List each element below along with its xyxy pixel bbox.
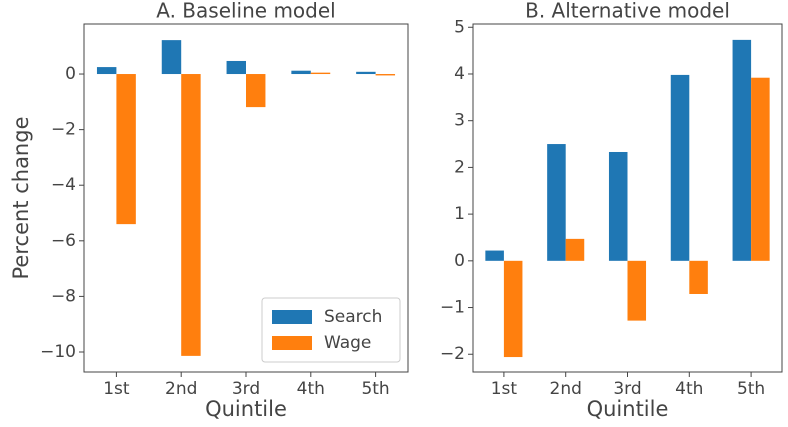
chart-title: B. Alternative model — [525, 0, 730, 23]
x-tick-label: 4th — [297, 379, 325, 399]
y-tick-label: 0 — [454, 251, 465, 271]
y-tick-label: −4 — [51, 175, 76, 195]
chart-title: A. Baseline model — [156, 0, 335, 23]
bar — [485, 250, 504, 261]
y-tick-label: 2 — [454, 157, 465, 177]
y-tick-label: −8 — [51, 286, 76, 306]
bar — [116, 74, 136, 225]
x-tick-label: 1st — [491, 379, 518, 399]
bar — [565, 238, 585, 261]
legend-label: Search — [324, 307, 382, 327]
x-axis-label: Quintile — [587, 397, 669, 421]
y-axis-label: Percent change — [9, 117, 33, 280]
legend-label: Wage — [324, 333, 371, 353]
x-tick-label: 3rd — [613, 379, 641, 399]
x-tick-label: 5th — [737, 379, 765, 399]
y-tick-label: −1 — [440, 298, 465, 318]
x-tick-label: 2nd — [550, 379, 582, 399]
bar — [310, 72, 331, 75]
bar — [226, 60, 246, 75]
legend-swatch — [272, 336, 312, 350]
legend-swatch — [272, 310, 312, 324]
bar — [356, 71, 376, 75]
bar — [670, 74, 690, 261]
bar — [96, 67, 117, 75]
bar — [503, 260, 523, 358]
y-tick-label: 0 — [65, 64, 76, 84]
x-tick-label: 4th — [675, 379, 703, 399]
bar — [732, 39, 752, 261]
bar — [375, 74, 396, 76]
x-axis-label: Quintile — [205, 397, 287, 421]
y-tick-label: −2 — [440, 344, 465, 364]
bar — [751, 77, 770, 261]
bar — [291, 70, 311, 75]
axes-frame — [472, 23, 783, 373]
y-tick-label: −6 — [51, 231, 76, 251]
y-tick-label: 5 — [454, 17, 465, 37]
bar — [547, 144, 566, 261]
bar — [246, 74, 266, 108]
x-tick-label: 2nd — [165, 379, 197, 399]
bar — [161, 40, 182, 75]
y-tick-label: 4 — [454, 64, 465, 84]
x-tick-label: 5th — [361, 379, 389, 399]
bar — [689, 260, 708, 294]
y-tick-label: 1 — [454, 204, 465, 224]
y-tick-label: 3 — [454, 111, 465, 131]
x-tick-label: 1st — [103, 379, 130, 399]
axes-frame — [83, 23, 409, 373]
x-tick-label: 3rd — [232, 379, 260, 399]
bar — [627, 260, 647, 321]
bar — [608, 151, 628, 261]
y-tick-label: −2 — [51, 120, 76, 140]
bar — [181, 74, 201, 356]
y-tick-label: −10 — [40, 342, 76, 362]
